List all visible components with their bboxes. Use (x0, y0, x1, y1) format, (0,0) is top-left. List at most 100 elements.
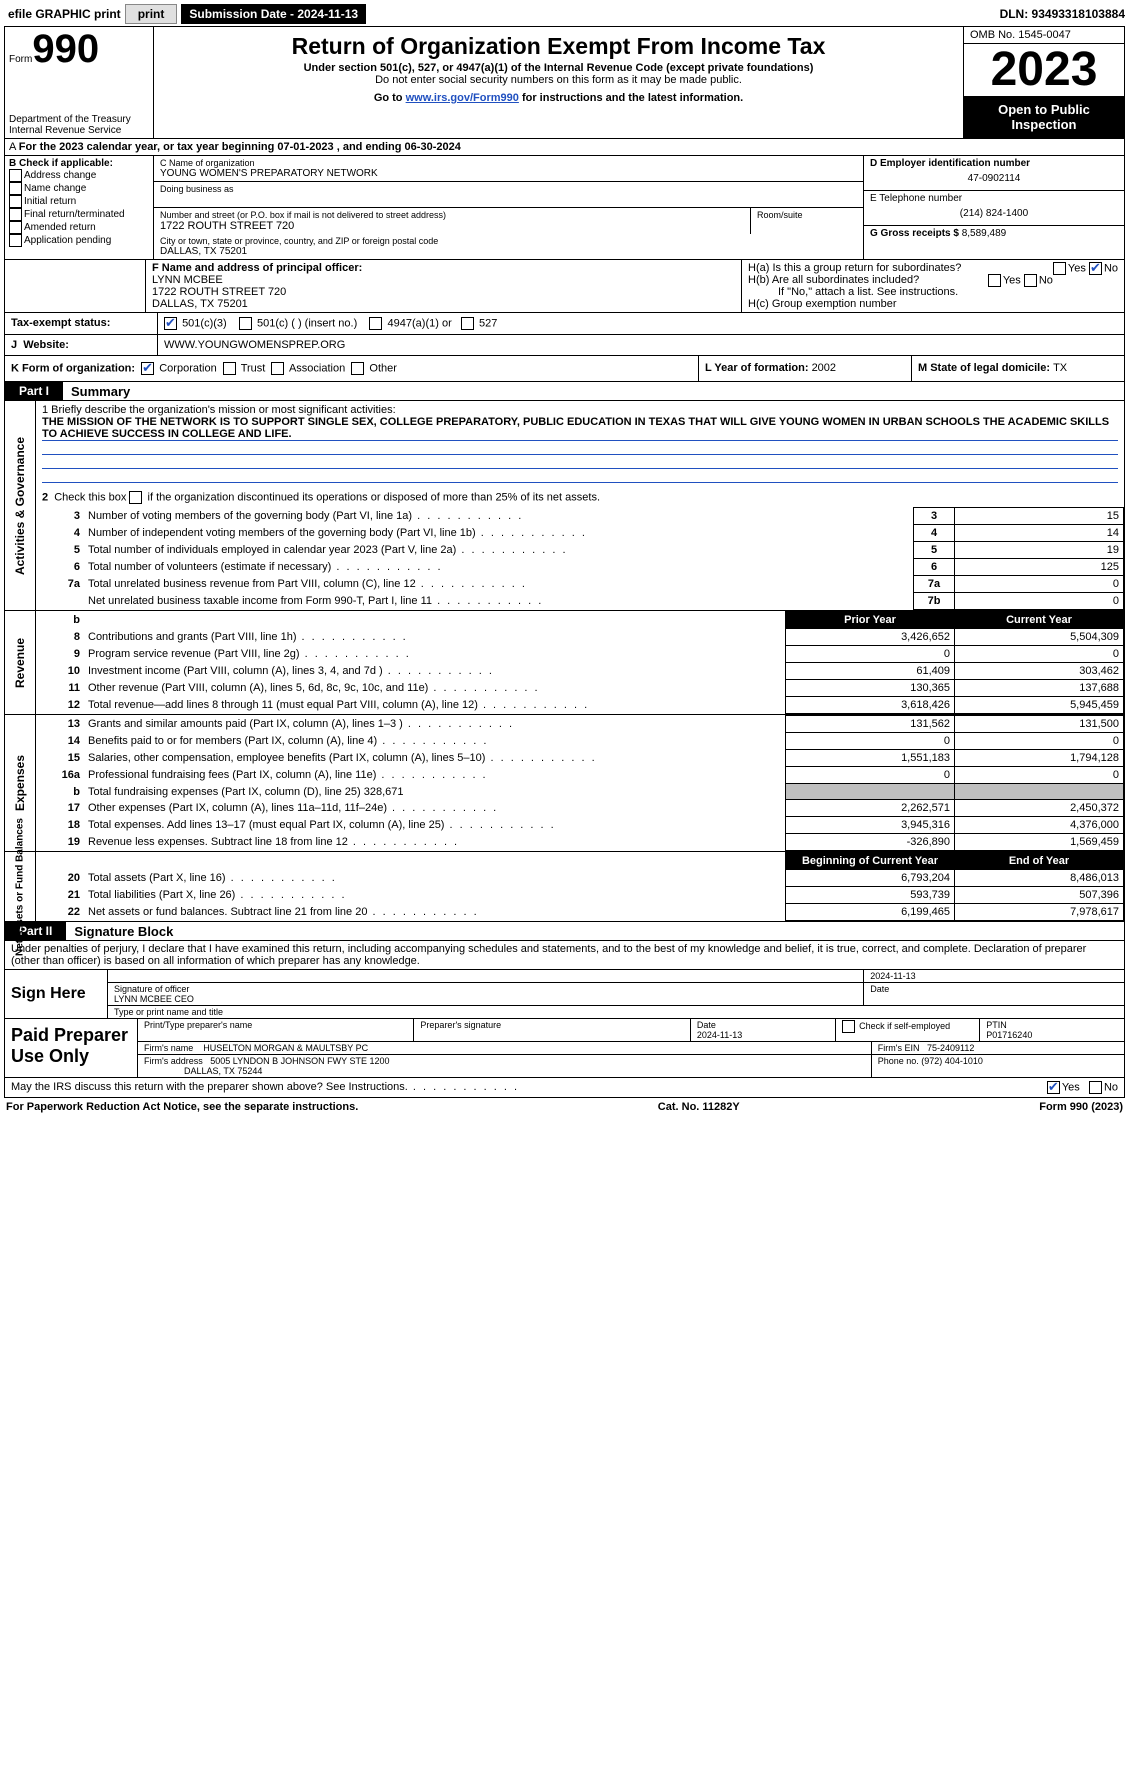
cb-lbl-1: Name change (24, 183, 86, 194)
tax-year: 2023 (964, 44, 1124, 96)
check-final-return[interactable]: Final return/terminated (9, 208, 149, 221)
no-3: No (1104, 1081, 1118, 1093)
dln-label: DLN: 93493318103884 (1000, 7, 1125, 21)
table-row: 10Investment income (Part VIII, column (… (36, 663, 1124, 680)
cb-lbl-4: Amended return (24, 222, 96, 233)
goto-pre: Go to (374, 92, 406, 104)
check-trust[interactable] (223, 362, 236, 375)
table-row: bTotal fundraising expenses (Part IX, co… (36, 784, 1124, 800)
identity-block: B Check if applicable: Address change Na… (5, 156, 1124, 260)
opt-501c: 501(c) ( ) (insert no.) (257, 317, 357, 329)
tab-revenue: Revenue (13, 637, 27, 687)
check-app-pending[interactable]: Application pending (9, 234, 149, 247)
hb-yes[interactable] (988, 274, 1001, 287)
check-initial-return[interactable]: Initial return (9, 195, 149, 208)
table-row: 16aProfessional fundraising fees (Part I… (36, 767, 1124, 784)
table-row: 5 Total number of individuals employed i… (36, 542, 1124, 559)
form-number: 990 (32, 27, 99, 71)
firm-city: DALLAS, TX 75244 (184, 1066, 262, 1076)
net-assets-section: Net Assets or Fund Balances Beginning of… (5, 852, 1124, 922)
prep-date-value: 2024-11-13 (697, 1030, 742, 1040)
firm-phone-label: Phone no. (878, 1056, 922, 1066)
form-org-label: K Form of organization: (11, 362, 135, 374)
org-name-label: C Name of organization (160, 158, 857, 168)
h-b-label: H(b) Are all subordinates included? (748, 274, 919, 286)
prep-date-label: Date (697, 1020, 716, 1030)
check-other[interactable] (351, 362, 364, 375)
expenses-section: Expenses 13Grants and similar amounts pa… (5, 715, 1124, 852)
type-name-label: Type or print name and title (108, 1006, 1124, 1018)
ein-label: D Employer identification number (870, 158, 1118, 169)
gross-receipts-value: 8,589,489 (962, 228, 1007, 239)
hb-no[interactable] (1024, 274, 1037, 287)
table-row: 19Revenue less expenses. Subtract line 1… (36, 834, 1124, 851)
room-label: Room/suite (757, 210, 857, 220)
tab-governance: Activities & Governance (13, 436, 27, 574)
city-state-zip: DALLAS, TX 75201 (160, 246, 857, 257)
addr-label: Number and street (or P.O. box if mail i… (160, 210, 744, 220)
org-name: YOUNG WOMEN'S PREPARATORY NETWORK (160, 168, 857, 179)
print-button[interactable]: print (125, 4, 178, 24)
officer-addr: 1722 ROUTH STREET 720 (152, 286, 735, 298)
check-527[interactable] (461, 317, 474, 330)
efile-label: efile GRAPHIC print (4, 7, 121, 21)
check-4947[interactable] (369, 317, 382, 330)
form-word: Form (9, 54, 32, 65)
firm-name-label: Firm's name (144, 1043, 193, 1053)
check-501c[interactable] (239, 317, 252, 330)
ha-no[interactable] (1089, 262, 1102, 275)
opt-assoc: Association (289, 362, 345, 374)
sign-here-label: Sign Here (5, 970, 108, 1018)
mission-question: 1 Briefly describe the organization's mi… (42, 404, 1118, 416)
officer-label: F Name and address of principal officer: (152, 262, 735, 274)
box-d-e-g: D Employer identification number 47-0902… (863, 156, 1124, 259)
firm-name: HUSELTON MORGAN & MAULTSBY PC (203, 1043, 368, 1053)
officer-name: LYNN MCBEE (152, 274, 735, 286)
prep-sig-label: Preparer's signature (414, 1019, 690, 1041)
table-row: 15Salaries, other compensation, employee… (36, 750, 1124, 767)
year-formation: 2002 (812, 362, 836, 374)
no-2: No (1039, 274, 1053, 286)
form-990: Form990 Department of the Treasury Inter… (4, 26, 1125, 941)
check-address-change[interactable]: Address change (9, 169, 149, 182)
check-discontinued[interactable] (129, 491, 142, 504)
irs-link[interactable]: www.irs.gov/Form990 (406, 92, 519, 104)
domicile-label: M State of legal domicile: (918, 362, 1053, 374)
box-h: H(a) Is this a group return for subordin… (741, 260, 1124, 312)
paid-preparer-label: Paid Preparer Use Only (5, 1019, 138, 1077)
check-amended[interactable]: Amended return (9, 221, 149, 234)
sig-date-value: 2024-11-13 (864, 970, 1124, 982)
line-2: 2 Check this box if the organization dis… (42, 491, 1118, 504)
footer-cat-no: Cat. No. 11282Y (658, 1101, 740, 1113)
check-self-employed[interactable] (842, 1021, 857, 1031)
table-row: 8Contributions and grants (Part VIII, li… (36, 629, 1124, 646)
discuss-yes[interactable] (1047, 1081, 1060, 1094)
tax-status-label: Tax-exempt status: (5, 313, 158, 334)
discuss-no[interactable] (1089, 1081, 1102, 1094)
website-label: Website: (23, 339, 69, 351)
cb-lbl-0: Address change (24, 170, 96, 181)
officer-city: DALLAS, TX 75201 (152, 298, 735, 310)
page-footer: For Paperwork Reduction Act Notice, see … (4, 1098, 1125, 1116)
part-2-head: Part II Signature Block (5, 922, 1124, 941)
firm-phone: (972) 404-1010 (921, 1056, 983, 1066)
table-row: Net unrelated business taxable income fr… (36, 593, 1124, 610)
row-j: J Website: WWW.YOUNGWOMENSPREP.ORG (5, 335, 1124, 356)
firm-ein-label: Firm's EIN (878, 1043, 920, 1053)
phone-label: E Telephone number (870, 193, 1118, 204)
table-row: 21Total liabilities (Part X, line 26) 59… (36, 887, 1124, 904)
no-1: No (1104, 262, 1118, 274)
street-address: 1722 ROUTH STREET 720 (160, 220, 744, 232)
check-assoc[interactable] (271, 362, 284, 375)
check-name-change[interactable]: Name change (9, 182, 149, 195)
check-501c3[interactable] (164, 317, 177, 330)
check-corp[interactable] (141, 362, 154, 375)
ptin-label: PTIN (986, 1020, 1007, 1030)
gross-receipts-label: G Gross receipts $ (870, 228, 962, 239)
form-header: Form990 Department of the Treasury Inter… (5, 27, 1124, 139)
opt-501c3: 501(c)(3) (182, 317, 227, 329)
calendar-text: For the 2023 calendar year, or tax year … (19, 141, 461, 153)
ha-yes[interactable] (1053, 262, 1066, 275)
opt-other: Other (369, 362, 397, 374)
paid-preparer-row: Paid Preparer Use Only Print/Type prepar… (5, 1019, 1124, 1078)
